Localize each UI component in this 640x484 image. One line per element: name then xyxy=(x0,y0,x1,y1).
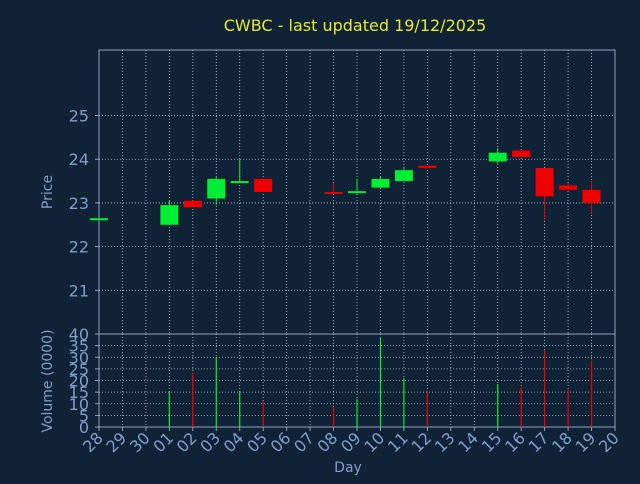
candle-body xyxy=(324,192,343,194)
volume-tick-label: 30 xyxy=(69,348,89,367)
volume-tick-label: 10 xyxy=(69,395,89,414)
candle-body xyxy=(488,152,507,162)
volume-tick-label: 5 xyxy=(79,406,89,425)
candle-body xyxy=(160,205,179,225)
candle-body xyxy=(230,181,249,184)
x-tick-label: 20 xyxy=(595,428,623,456)
price-tick-label: 23 xyxy=(69,194,89,213)
candle-body xyxy=(535,167,554,197)
volume-tick-label: 35 xyxy=(69,337,89,356)
candle-body xyxy=(418,165,437,168)
volume-tick-label: 0 xyxy=(79,418,89,437)
x-axis: 2829300102030405060708091011121314151617… xyxy=(79,427,623,456)
x-axis-label: Day xyxy=(334,460,362,476)
candle-body xyxy=(207,178,226,199)
candle-body xyxy=(183,200,202,208)
price-tick-label: 22 xyxy=(69,238,89,257)
volume-tick-label: 25 xyxy=(69,360,89,379)
price-axis-label: Price xyxy=(40,175,56,209)
price-panel: 21 22 23 24 25 xyxy=(69,49,616,335)
candle-body xyxy=(582,189,601,203)
chart-title: CWBC - last updated 19/12/2025 xyxy=(224,16,487,35)
candle-body xyxy=(512,150,531,158)
volume-tick-label: 40 xyxy=(69,325,89,344)
volume-axis-label: Volume (0000) xyxy=(40,329,56,432)
candle-body xyxy=(348,191,366,194)
price-tick-label: 25 xyxy=(69,107,89,126)
price-tick-label: 24 xyxy=(69,150,89,169)
candle-body xyxy=(559,185,578,190)
candle-body xyxy=(394,170,413,182)
candle-body xyxy=(371,178,390,188)
volume-tick-label: 15 xyxy=(69,383,89,402)
price-tick-label: 21 xyxy=(69,281,89,300)
candle-body xyxy=(90,218,108,221)
volume-tick-label: 20 xyxy=(69,372,89,391)
candle-body xyxy=(254,178,273,192)
